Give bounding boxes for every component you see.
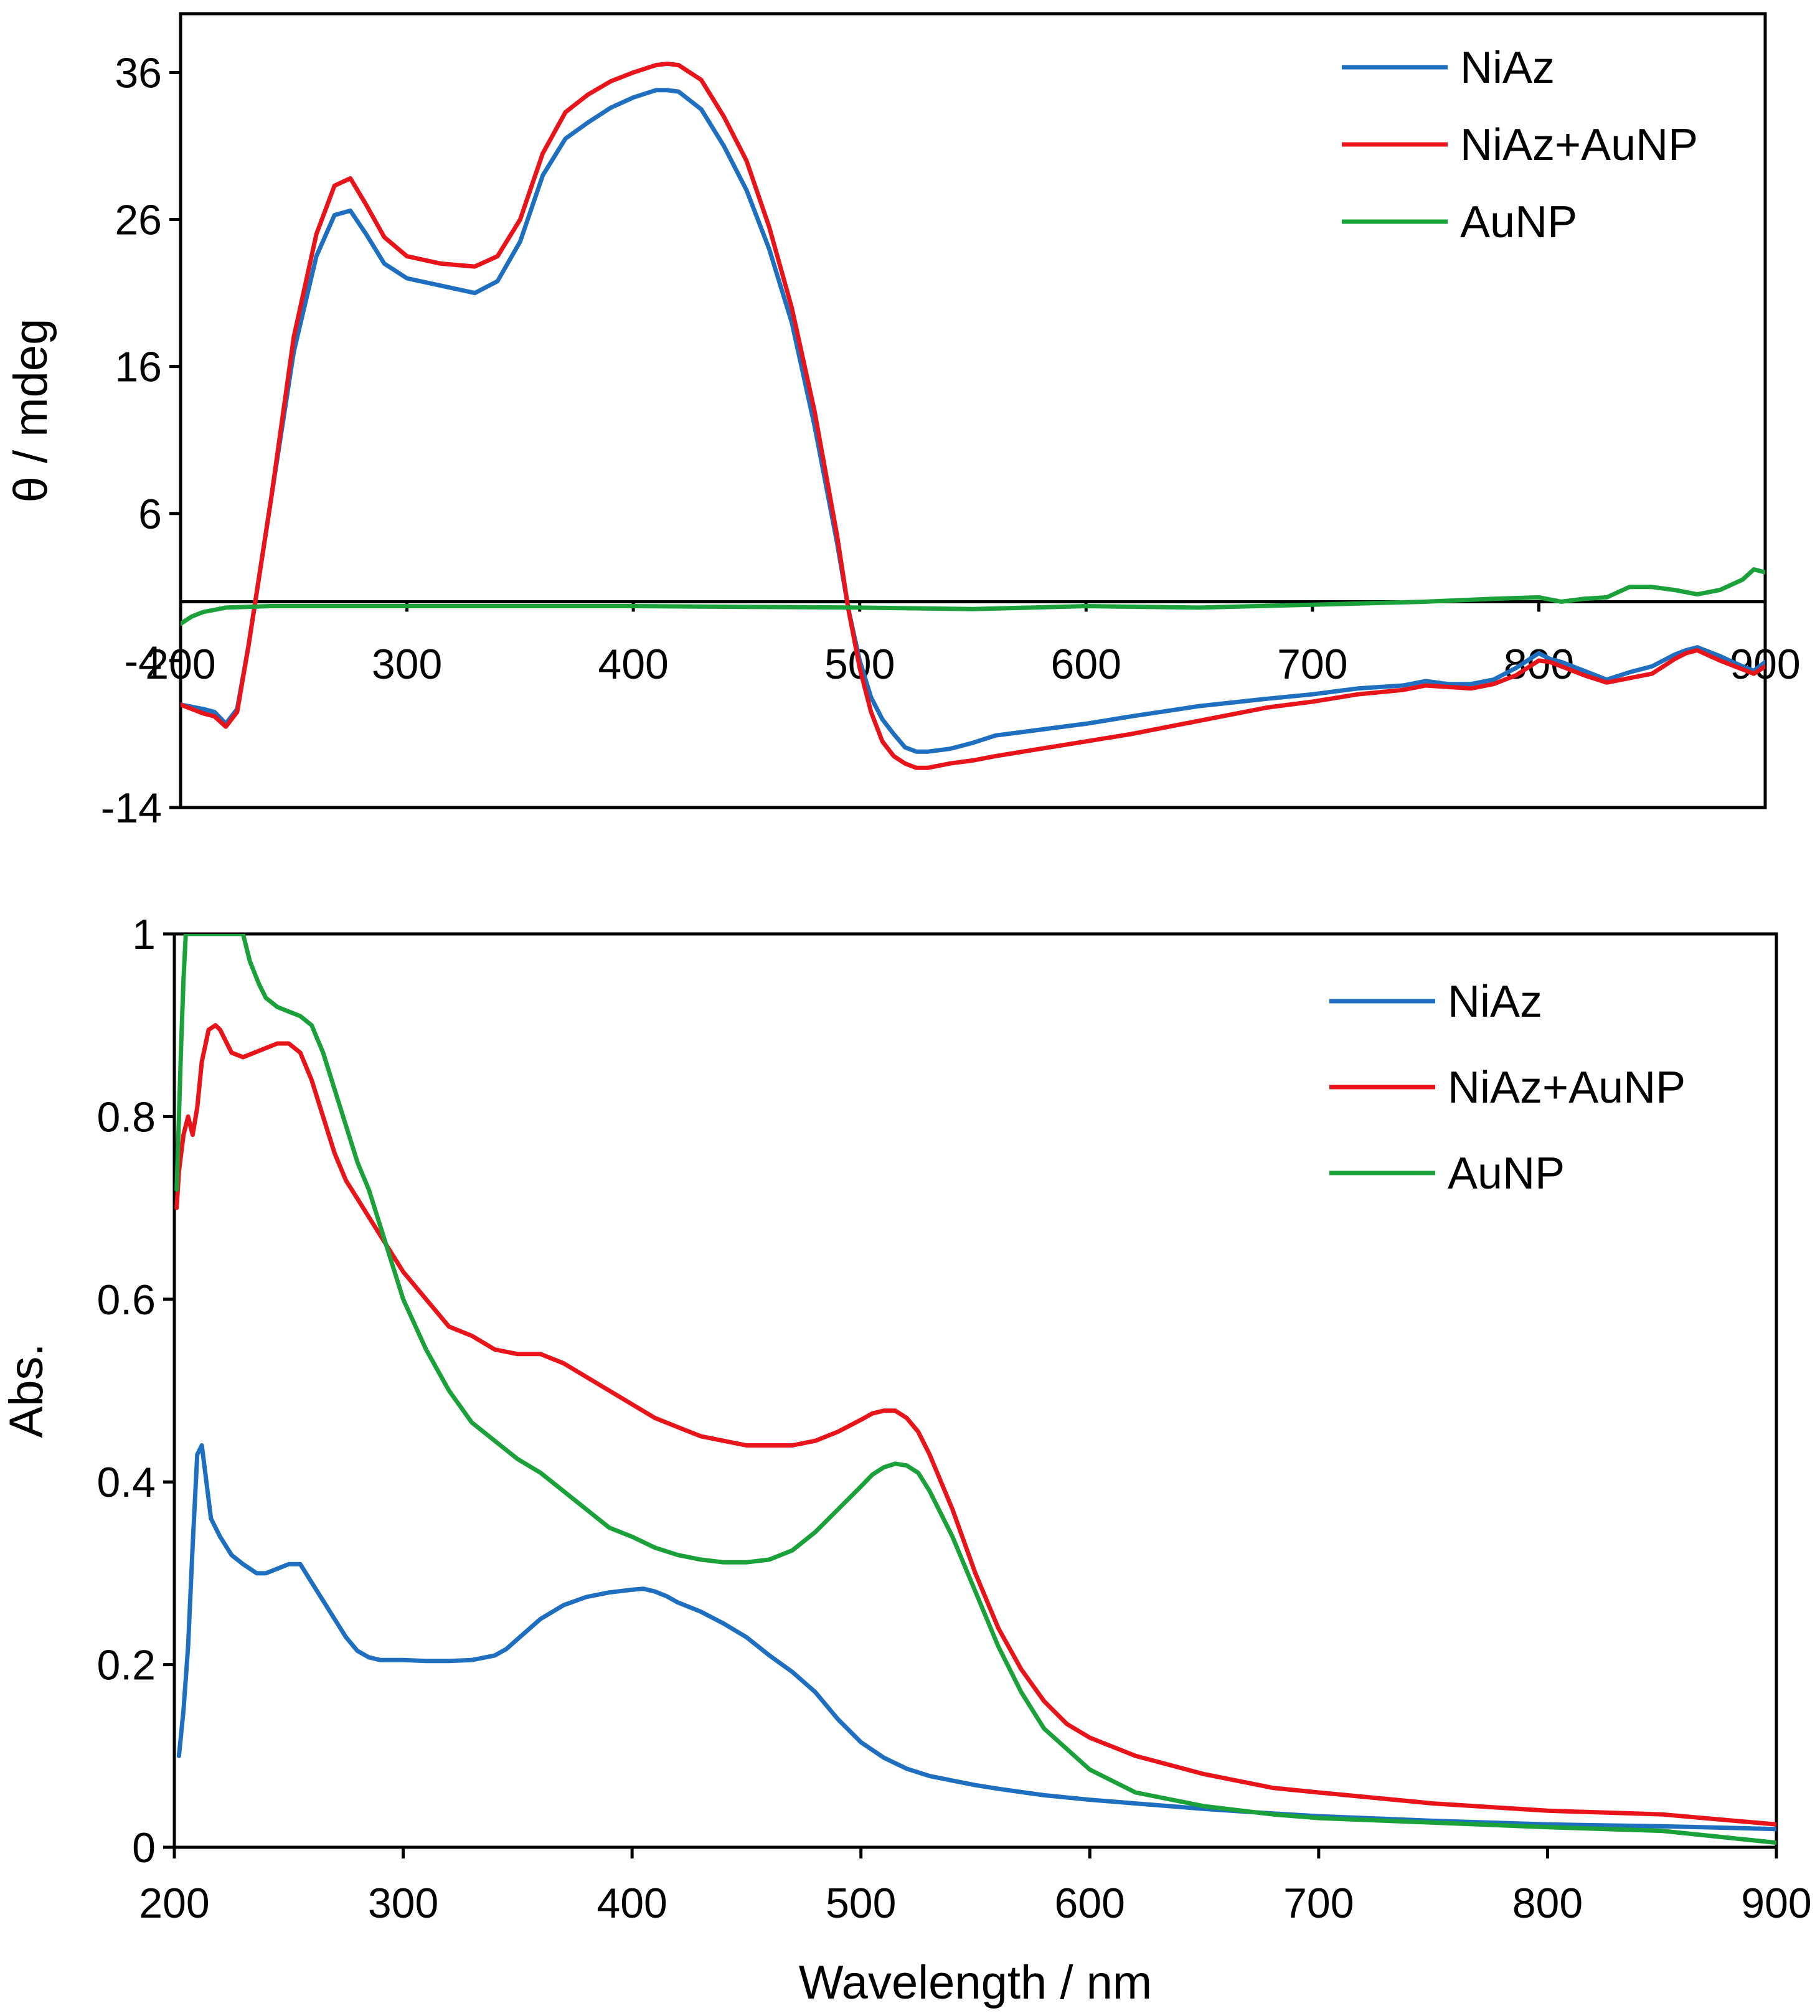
x-axis-title: Wavelength / nm: [799, 1956, 1152, 2009]
plot-frame: [172, 932, 1778, 1849]
y-tick-label: 0.4: [97, 1459, 156, 1506]
y-tick-label: 16: [115, 344, 162, 391]
y-tick-label: -4: [125, 638, 162, 685]
y-tick-label: 1: [132, 911, 156, 958]
series-line-niaz-aunp: [181, 61, 1765, 770]
absorbance-spectrum-panel: 0 0.2 0.4 0.6 0.8 1 200 300 400 500 600 700 800 900 Ni…: [0, 911, 1812, 2009]
series-line-aunp: [181, 567, 1765, 626]
x-tick-label: 200: [145, 641, 215, 688]
legend-label: NiAz+AuNP: [1460, 120, 1698, 170]
legend-label: NiAz: [1460, 43, 1555, 93]
series-line-niaz: [176, 1443, 1776, 1832]
x-tick-label: 700: [1277, 641, 1347, 688]
y-axis-title: Abs.: [0, 1343, 53, 1438]
legend-label: NiAz+AuNP: [1448, 1063, 1686, 1113]
series-line-niaz: [181, 88, 1765, 754]
y-tick-label: 0.8: [97, 1093, 156, 1141]
x-tick-label: 700: [1283, 1880, 1354, 1927]
legend-label: AuNP: [1448, 1149, 1565, 1199]
series-line-aunp: [174, 934, 1776, 1845]
series-line-niaz-aunp: [174, 1023, 1776, 1827]
y-tick-label: 26: [115, 197, 162, 244]
x-tick-label: 300: [368, 1880, 438, 1927]
x-tick-label: 300: [372, 641, 442, 688]
x-tick-label: 800: [1512, 1880, 1583, 1927]
x-tick-label: 600: [1051, 641, 1121, 688]
legend-label: AuNP: [1460, 197, 1577, 247]
x-tick-label: 400: [596, 1880, 667, 1927]
plot-frame: [179, 12, 1767, 809]
y-tick-label: 6: [138, 491, 162, 538]
legend-label: NiAz: [1448, 977, 1542, 1027]
x-tick-label: 900: [1741, 1880, 1811, 1927]
x-tick-label: 400: [598, 641, 668, 688]
y-tick-label: 0.6: [97, 1276, 156, 1324]
y-tick-label: 36: [115, 49, 162, 97]
x-tick-label: 200: [139, 1880, 209, 1927]
y-tick-label: 0.2: [97, 1642, 156, 1689]
x-tick-label: 600: [1055, 1880, 1125, 1927]
y-axis-title: θ / mdeg: [4, 319, 57, 503]
y-tick-label: 0: [132, 1824, 156, 1872]
y-tick-label: -14: [101, 784, 162, 832]
x-tick-label: 500: [826, 1880, 896, 1927]
